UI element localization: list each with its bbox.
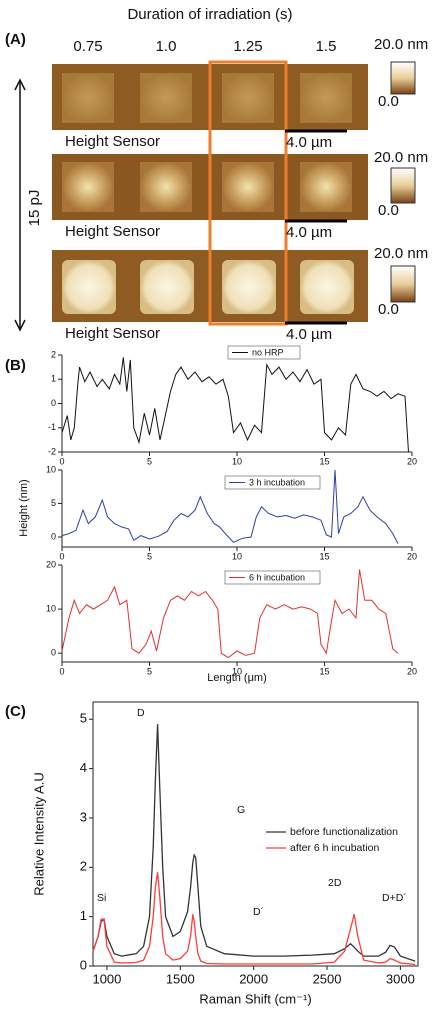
x-tick-label: 2500	[313, 971, 342, 986]
x-tick-label: 5	[147, 666, 152, 676]
plot-frame	[92, 701, 419, 967]
x-tick-label: 20	[407, 666, 417, 676]
peak-label: D´	[253, 906, 264, 918]
image-label: Height Sensor	[65, 223, 160, 240]
legend-label: 3 h incubation	[249, 477, 305, 487]
x-axis-title: Raman Shift (cm⁻¹)	[199, 991, 311, 1006]
colorbar-min: 0.0	[378, 202, 399, 219]
y-tick-label: 0	[80, 957, 87, 972]
x-tick-label: 2000	[239, 971, 268, 986]
axis-title: Duration of irradiation (s)	[127, 6, 292, 23]
image-label: Height Sensor	[65, 133, 160, 150]
x-tick-label: 0	[59, 456, 64, 466]
x-tick-label: 1000	[92, 971, 121, 986]
legend-box	[227, 345, 301, 360]
legend-box	[224, 570, 321, 585]
x-tick-label: 20	[407, 456, 417, 466]
x-tick-label: 10	[232, 551, 242, 561]
y-tick-label: 3	[80, 809, 87, 824]
x-tick-label: 10	[232, 456, 242, 466]
y-tick-label: 0	[51, 398, 56, 408]
x-tick-label: 1500	[166, 971, 195, 986]
y-tick-label: 0	[51, 531, 56, 541]
y-tick-label: -2	[48, 446, 56, 456]
duration-label: 1.25	[233, 38, 262, 55]
colorbar-max: 20.0 nm	[374, 149, 428, 166]
scale-bar-label: 4.0 µm	[286, 224, 332, 241]
series-line	[92, 872, 416, 966]
series-line	[61, 569, 399, 659]
peak-label: D	[137, 707, 145, 719]
scale-bar-label: 4.0 µm	[286, 134, 332, 151]
colorbar	[390, 265, 416, 303]
y-tick-label: 1	[51, 374, 56, 384]
duration-label: 1.0	[156, 38, 177, 55]
x-tick-label: 5	[147, 456, 152, 466]
legend-label: before functionalization	[290, 826, 398, 838]
series-line	[61, 469, 399, 544]
x-tick-label: 0	[59, 551, 64, 561]
colorbar-min: 0.0	[378, 93, 399, 110]
arrow-heads	[14, 78, 26, 332]
colorbar	[390, 167, 416, 204]
scale-bar-label: 4.0 µm	[286, 326, 332, 343]
panel-label: (B)	[5, 357, 26, 374]
series-line	[92, 724, 416, 962]
series-line	[61, 357, 409, 453]
colorbar	[390, 61, 416, 95]
x-tick-label: 20	[407, 551, 417, 561]
x-tick-label: 0	[59, 666, 64, 676]
panel-label: (C)	[5, 703, 26, 720]
y-tick-label: 1	[80, 908, 87, 923]
squares	[62, 73, 354, 314]
y-tick-label: 0	[51, 648, 56, 658]
legend-label: after 6 h incubation	[290, 842, 379, 854]
colorbar-max: 20.0 nm	[374, 245, 428, 262]
legend-label: 6 h incubation	[249, 572, 305, 582]
energy-label: 15 pJ	[26, 190, 43, 227]
y-tick-label: 5	[51, 498, 56, 508]
duration-label: 0.75	[73, 38, 102, 55]
x-tick-label: 15	[319, 666, 329, 676]
y-axis-title: Height (nm)	[18, 479, 30, 536]
image-label: Height Sensor	[65, 325, 160, 342]
y-tick-label: 10	[46, 603, 56, 613]
x-tick-label: 15	[319, 456, 329, 466]
x-axis-title: Length (μm)	[207, 672, 267, 684]
y-tick-label: -1	[48, 422, 56, 432]
x-tick-label: 15	[319, 551, 329, 561]
highlight-box	[208, 60, 288, 326]
panel-a	[14, 60, 368, 332]
peak-label: Si	[97, 892, 106, 904]
y-tick-label: 20	[46, 559, 56, 569]
duration-label: 1.5	[316, 38, 337, 55]
legend-label: no HRP	[252, 347, 284, 357]
y-tick-label: 4	[80, 760, 87, 775]
panel-label: (A)	[5, 31, 26, 48]
x-tick-label: 10	[232, 666, 242, 676]
x-tick-label: 3000	[386, 971, 415, 986]
y-tick-label: 2	[80, 859, 87, 874]
y-tick-label: 2	[51, 349, 56, 359]
y-tick-label: 10	[46, 464, 56, 474]
x-tick-label: 5	[147, 551, 152, 561]
colorbar-min: 0.0	[378, 301, 399, 318]
peak-label: 2D	[328, 877, 342, 889]
y-axis-title: Relative Intensity A.U	[31, 772, 46, 896]
y-tick-label: 5	[80, 711, 87, 726]
peak-label: D+D´	[382, 892, 407, 904]
legend-box	[224, 475, 321, 490]
peak-label: G	[237, 804, 245, 816]
colorbar-max: 20.0 nm	[374, 36, 428, 53]
